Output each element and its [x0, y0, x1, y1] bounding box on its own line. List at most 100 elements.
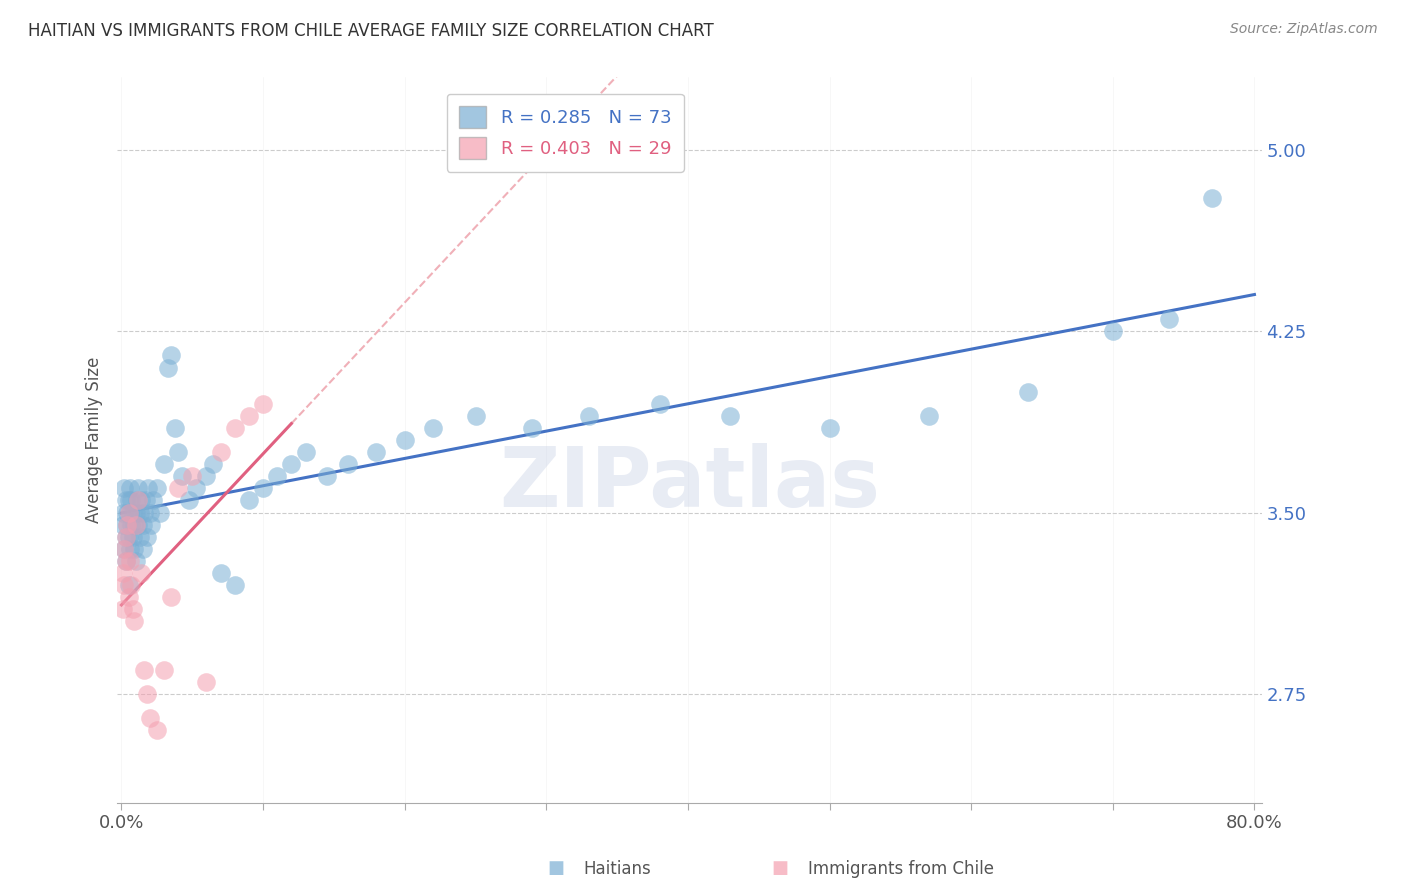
Haitians [124, 554, 146, 568]
Immigrants from Chile [132, 663, 155, 677]
Haitians [918, 409, 941, 423]
Haitians [125, 493, 148, 508]
Haitians [195, 469, 218, 483]
Haitians [266, 469, 288, 483]
Immigrants from Chile [129, 566, 152, 580]
Haitians [118, 481, 141, 495]
Haitians [224, 578, 246, 592]
Immigrants from Chile [127, 493, 149, 508]
Haitians [252, 481, 274, 495]
Haitians [142, 493, 165, 508]
Haitians [127, 481, 149, 495]
Haitians [149, 506, 172, 520]
Immigrants from Chile [118, 554, 141, 568]
Haitians [315, 469, 337, 483]
Immigrants from Chile [160, 590, 183, 604]
Text: HAITIAN VS IMMIGRANTS FROM CHILE AVERAGE FAMILY SIZE CORRELATION CHART: HAITIAN VS IMMIGRANTS FROM CHILE AVERAGE… [28, 22, 714, 40]
Haitians [464, 409, 486, 423]
Haitians [114, 530, 136, 544]
Haitians [128, 506, 150, 520]
Haitians [209, 566, 232, 580]
Haitians [1017, 384, 1039, 399]
Immigrants from Chile [120, 578, 142, 592]
Immigrants from Chile [224, 421, 246, 435]
Immigrants from Chile [115, 517, 138, 532]
Haitians [115, 506, 138, 520]
Y-axis label: Average Family Size: Average Family Size [86, 357, 103, 524]
Haitians [294, 445, 316, 459]
Haitians [280, 457, 302, 471]
Haitians [121, 506, 143, 520]
Haitians [112, 541, 135, 556]
Haitians [118, 541, 141, 556]
Haitians [114, 493, 136, 508]
Haitians [172, 469, 194, 483]
Haitians [160, 348, 183, 362]
Haitians [129, 493, 152, 508]
Haitians [167, 445, 190, 459]
Immigrants from Chile [112, 541, 135, 556]
Haitians [238, 493, 260, 508]
Haitians [146, 481, 169, 495]
Haitians [186, 481, 208, 495]
Haitians [120, 493, 142, 508]
Haitians [122, 541, 145, 556]
Text: Haitians: Haitians [583, 860, 651, 878]
Haitians [141, 517, 163, 532]
Haitians [117, 493, 139, 508]
Haitians [136, 530, 159, 544]
Immigrants from Chile [111, 566, 134, 580]
Haitians [131, 517, 153, 532]
Immigrants from Chile [114, 530, 136, 544]
Haitians [157, 360, 180, 375]
Legend: R = 0.285   N = 73, R = 0.403   N = 29: R = 0.285 N = 73, R = 0.403 N = 29 [447, 94, 685, 172]
Haitians [120, 517, 142, 532]
Text: ■: ■ [547, 859, 564, 877]
Immigrants from Chile [209, 445, 232, 459]
Immigrants from Chile [124, 517, 146, 532]
Haitians [131, 541, 153, 556]
Haitians [337, 457, 360, 471]
Haitians [111, 506, 134, 520]
Haitians [818, 421, 841, 435]
Immigrants from Chile [139, 711, 162, 725]
Text: Immigrants from Chile: Immigrants from Chile [808, 860, 994, 878]
Haitians [122, 517, 145, 532]
Immigrants from Chile [252, 397, 274, 411]
Immigrants from Chile [117, 590, 139, 604]
Haitians [118, 506, 141, 520]
Immigrants from Chile [146, 723, 169, 737]
Haitians [114, 554, 136, 568]
Haitians [153, 457, 176, 471]
Immigrants from Chile [122, 615, 145, 629]
Haitians [117, 578, 139, 592]
Haitians [578, 409, 600, 423]
Haitians [121, 530, 143, 544]
Haitians [115, 517, 138, 532]
Haitians [139, 506, 162, 520]
Haitians [366, 445, 388, 459]
Haitians [111, 517, 134, 532]
Immigrants from Chile [114, 554, 136, 568]
Haitians [202, 457, 225, 471]
Immigrants from Chile [111, 602, 134, 616]
Immigrants from Chile [195, 674, 218, 689]
Haitians [720, 409, 742, 423]
Immigrants from Chile [112, 578, 135, 592]
Haitians [127, 517, 149, 532]
Text: Source: ZipAtlas.com: Source: ZipAtlas.com [1230, 22, 1378, 37]
Haitians [179, 493, 201, 508]
Haitians [520, 421, 543, 435]
Haitians [422, 421, 444, 435]
Haitians [117, 530, 139, 544]
Immigrants from Chile [181, 469, 204, 483]
Haitians [1159, 312, 1181, 326]
Text: ■: ■ [772, 859, 789, 877]
Immigrants from Chile [238, 409, 260, 423]
Immigrants from Chile [136, 687, 159, 701]
Haitians [134, 493, 156, 508]
Immigrants from Chile [167, 481, 190, 495]
Haitians [394, 433, 416, 447]
Immigrants from Chile [121, 602, 143, 616]
Haitians [648, 397, 671, 411]
